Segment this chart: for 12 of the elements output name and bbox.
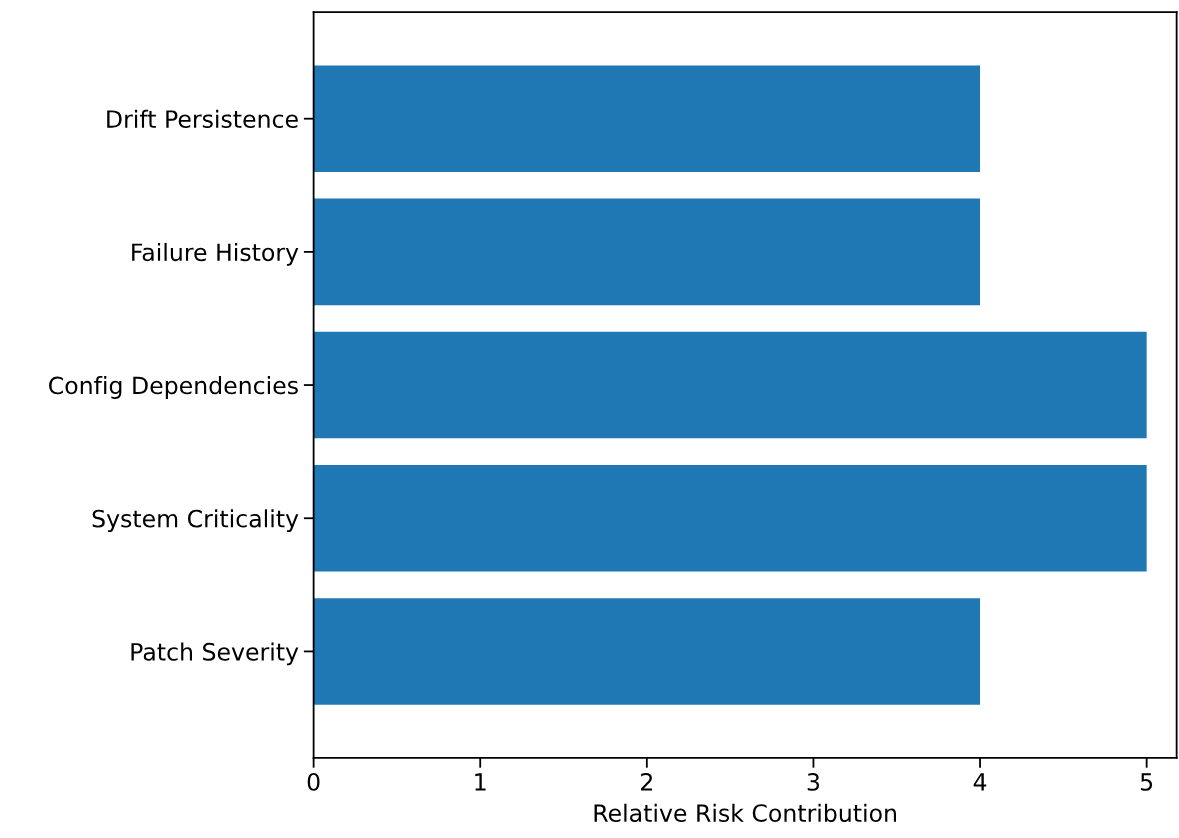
y-tick-label: Failure History [132,242,299,266]
x-tick-label: 5 [1140,773,1153,791]
y-tick-label: Drift Persistence [107,109,298,128]
x-tick-label: 3 [807,772,820,791]
x-axis-title: Relative Risk Contribution [594,803,897,823]
y-tick-label: System Criticality [92,509,299,533]
x-tick-label: 2 [641,772,652,791]
x-tick-label: 1 [475,773,486,791]
y-tick-label: Patch Severity [131,642,299,666]
x-tick-label: 4 [973,773,987,791]
y-tick-label: Config Dependencies [49,376,298,399]
x-tick-label: 0 [307,772,320,791]
